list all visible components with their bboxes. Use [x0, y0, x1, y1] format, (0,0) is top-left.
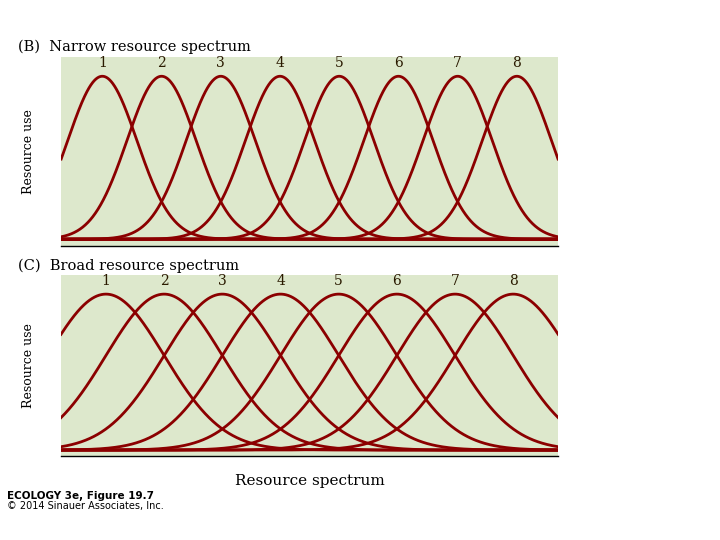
Text: Figure 19.7  Resource Partitioning: Figure 19.7 Resource Partitioning [7, 13, 254, 28]
Text: 4: 4 [276, 56, 284, 70]
Text: 6: 6 [394, 56, 402, 70]
Text: 1: 1 [98, 56, 107, 70]
Text: 8: 8 [513, 56, 521, 70]
Text: 7: 7 [453, 56, 462, 70]
Text: 7: 7 [451, 274, 459, 288]
Text: (C)  Broad resource spectrum: (C) Broad resource spectrum [18, 258, 239, 273]
Text: 5: 5 [335, 56, 343, 70]
Text: 3: 3 [218, 274, 227, 288]
Text: (B)  Narrow resource spectrum: (B) Narrow resource spectrum [18, 39, 251, 54]
Text: Resource use: Resource use [22, 323, 35, 408]
Text: 6: 6 [392, 274, 401, 288]
Text: 2: 2 [160, 274, 168, 288]
Text: 3: 3 [217, 56, 225, 70]
Text: 4: 4 [276, 274, 285, 288]
Text: 8: 8 [509, 274, 518, 288]
Text: 1: 1 [102, 274, 110, 288]
Text: 5: 5 [334, 274, 343, 288]
Text: Resource spectrum: Resource spectrum [235, 474, 384, 488]
Text: Resource use: Resource use [22, 109, 35, 194]
Text: © 2014 Sinauer Associates, Inc.: © 2014 Sinauer Associates, Inc. [7, 501, 164, 511]
Text: ECOLOGY 3e, Figure 19.7: ECOLOGY 3e, Figure 19.7 [7, 491, 154, 502]
Text: 2: 2 [157, 56, 166, 70]
